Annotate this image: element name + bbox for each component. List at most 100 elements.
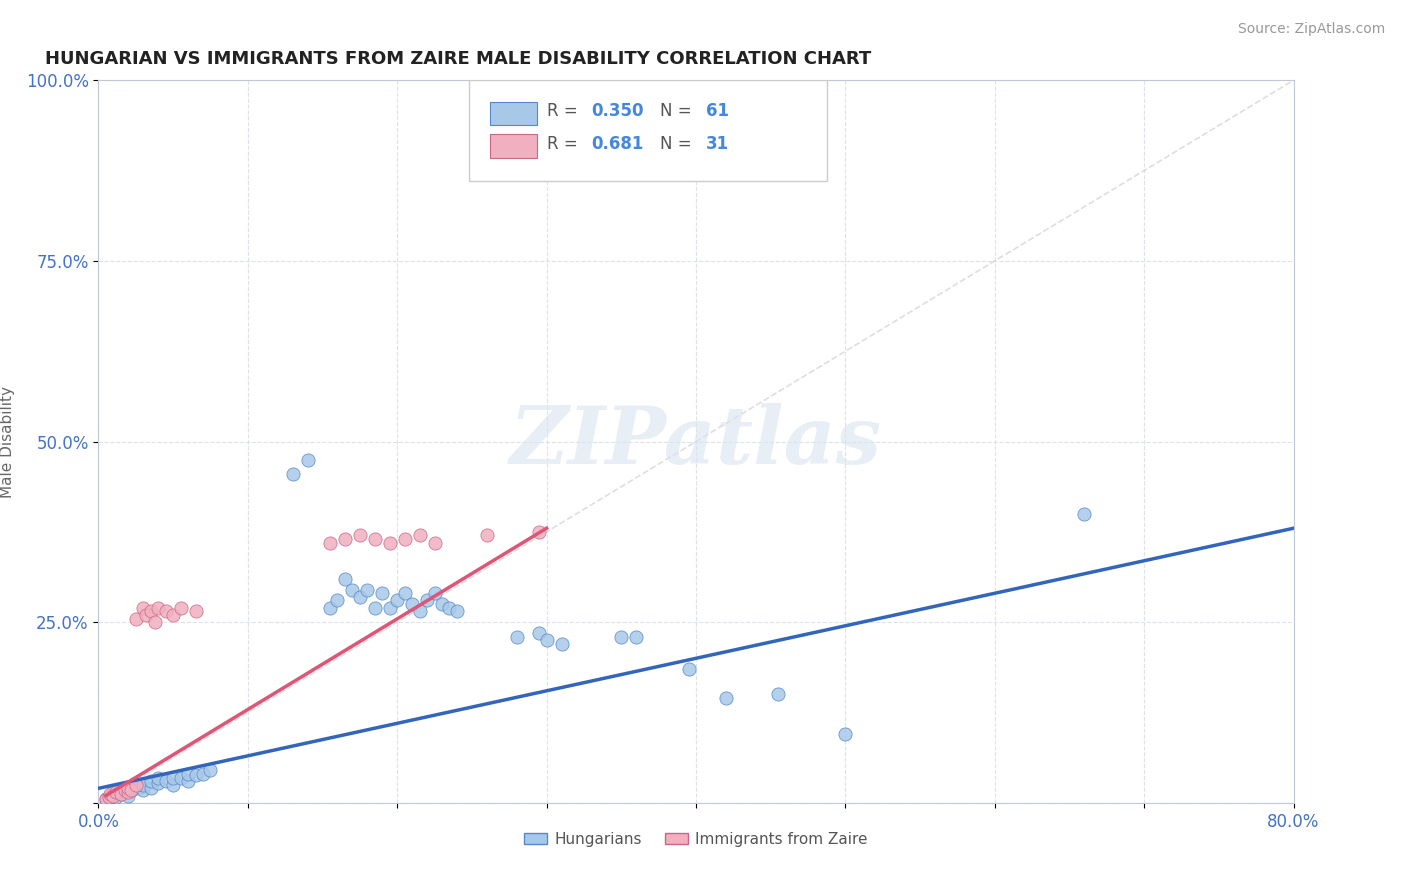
Point [132, 600, 155, 615]
Point [120, 782, 142, 797]
Point [132, 782, 155, 797]
Y-axis label: Male Disability: Male Disability [0, 385, 14, 498]
Point [766, 687, 789, 701]
Point [177, 774, 200, 789]
Point [105, 785, 128, 799]
Point [401, 597, 423, 611]
Point [110, 782, 132, 797]
Point [117, 781, 139, 796]
Point [184, 768, 207, 782]
Point [297, 452, 319, 467]
Point [378, 600, 401, 615]
Point [155, 774, 177, 789]
Point [98, 791, 122, 805]
Point [110, 787, 132, 801]
Point [103, 785, 125, 799]
Point [527, 524, 550, 539]
Point [385, 593, 409, 607]
Point [103, 789, 125, 803]
FancyBboxPatch shape [491, 135, 537, 158]
Point [105, 790, 128, 805]
Point [1073, 507, 1095, 521]
Point [200, 764, 222, 778]
Point [408, 528, 430, 542]
Point [125, 781, 148, 796]
Point [333, 532, 356, 546]
Text: R =: R = [547, 103, 582, 120]
Point [177, 767, 200, 781]
Point [139, 604, 162, 618]
Point [446, 604, 468, 618]
Point [281, 467, 304, 481]
Point [139, 774, 162, 789]
Point [169, 771, 191, 785]
Point [162, 771, 184, 785]
Point [191, 767, 214, 781]
Point [94, 792, 117, 806]
FancyBboxPatch shape [491, 102, 537, 125]
Point [184, 604, 207, 618]
Point [610, 630, 633, 644]
Point [430, 597, 453, 611]
Point [550, 637, 572, 651]
Point [678, 662, 700, 676]
Text: 61: 61 [706, 103, 728, 120]
Point [423, 586, 446, 600]
Point [319, 535, 342, 549]
Point [97, 790, 120, 805]
Point [129, 780, 152, 794]
Point [364, 532, 387, 546]
Point [527, 626, 550, 640]
Point [162, 607, 184, 622]
Point [342, 582, 364, 597]
Point [169, 600, 191, 615]
Point [135, 607, 157, 622]
Point [103, 789, 125, 803]
Point [319, 600, 342, 615]
Point [714, 691, 737, 706]
Point [120, 782, 142, 797]
Point [364, 600, 387, 615]
Point [162, 778, 184, 792]
Point [333, 572, 356, 586]
Point [536, 633, 558, 648]
Point [349, 590, 371, 604]
Text: 31: 31 [706, 135, 728, 153]
Text: N =: N = [661, 135, 697, 153]
Point [394, 586, 416, 600]
Point [356, 582, 378, 597]
Point [94, 792, 117, 806]
Point [148, 600, 170, 615]
Point [117, 789, 139, 803]
Point [125, 778, 148, 792]
Text: ZIPatlas: ZIPatlas [510, 403, 882, 480]
Point [148, 775, 170, 789]
Point [139, 781, 162, 796]
Legend: Hungarians, Immigrants from Zaire: Hungarians, Immigrants from Zaire [517, 826, 875, 853]
Point [326, 593, 349, 607]
Point [378, 535, 401, 549]
Point [155, 604, 177, 618]
Point [148, 771, 170, 785]
Text: 0.350: 0.350 [591, 103, 644, 120]
Point [97, 790, 120, 805]
Point [371, 586, 394, 600]
Point [423, 535, 446, 549]
Point [114, 785, 136, 799]
Point [117, 785, 139, 799]
Point [439, 600, 461, 615]
Point [110, 787, 132, 801]
Point [98, 787, 122, 801]
Point [475, 528, 498, 542]
Point [834, 727, 856, 741]
Text: N =: N = [661, 103, 697, 120]
Text: 0.681: 0.681 [591, 135, 643, 153]
Point [117, 781, 139, 796]
Text: Source: ZipAtlas.com: Source: ZipAtlas.com [1237, 22, 1385, 37]
Text: HUNGARIAN VS IMMIGRANTS FROM ZAIRE MALE DISABILITY CORRELATION CHART: HUNGARIAN VS IMMIGRANTS FROM ZAIRE MALE … [45, 50, 870, 68]
Point [125, 611, 148, 625]
Point [416, 593, 439, 607]
Point [506, 630, 529, 644]
Point [125, 778, 148, 792]
Text: R =: R = [547, 135, 582, 153]
